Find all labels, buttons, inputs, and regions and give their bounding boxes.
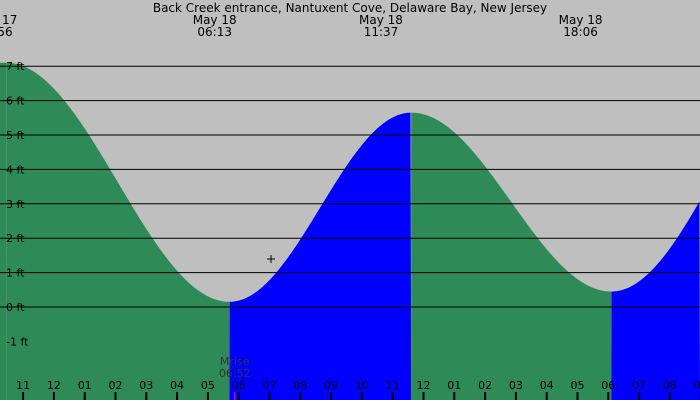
x-tick-label: 11 xyxy=(16,379,30,392)
x-tick-label: 10 xyxy=(355,379,369,392)
x-tick-label: 12 xyxy=(417,379,431,392)
moonrise-title: Mrise xyxy=(220,355,250,368)
y-tick-label: 0 ft xyxy=(6,301,25,314)
x-tick-label: 04 xyxy=(170,379,184,392)
ebb-tide-area xyxy=(0,62,7,400)
y-tick-label: 7 ft xyxy=(6,60,25,73)
y-tick-label: 2 ft xyxy=(6,232,25,245)
x-tick-label: 04 xyxy=(540,379,554,392)
header-date-label: May 18 xyxy=(359,13,403,27)
ebb-tide-area xyxy=(6,62,230,400)
y-axis-labels: 7 ft 6 ft 5 ft 4 ft 3 ft 2 ft 1 ft 0 ft -1 ft xyxy=(6,60,29,348)
y-tick-label: -1 ft xyxy=(6,335,29,348)
ebb-tide-area xyxy=(411,112,612,400)
x-tick-label: 01 xyxy=(78,379,92,392)
x-tick-label: 05 xyxy=(571,379,585,392)
x-tick-label: 07 xyxy=(632,379,646,392)
x-tick-label: 05 xyxy=(201,379,215,392)
header-time-label: 06:13 xyxy=(197,25,232,39)
y-tick-label: 1 ft xyxy=(6,267,25,280)
x-tick-label: 02 xyxy=(478,379,492,392)
header-time-label: 18:06 xyxy=(563,25,598,39)
x-tick-label: 01 xyxy=(447,379,461,392)
x-tick-label: 03 xyxy=(509,379,523,392)
y-tick-label: 6 ft xyxy=(6,95,25,108)
y-tick-label: 5 ft xyxy=(6,129,25,142)
header-date-label: May 18 xyxy=(559,13,603,27)
y-tick-label: 4 ft xyxy=(6,163,25,176)
flood-tide-area xyxy=(611,201,700,400)
chart-title: Back Creek entrance, Nantuxent Cove, Del… xyxy=(153,1,547,15)
header-time-label: 23:56 xyxy=(0,25,13,39)
x-axis-ticks: 11 12 01 02 03 04 05 06 07 08 09 10 11 12 01 02 03 04 05 06… xyxy=(16,379,700,400)
x-tick-label: 02 xyxy=(109,379,123,392)
tide-area-group xyxy=(0,62,700,400)
header-time-label: 11:37 xyxy=(364,25,399,39)
x-tick-label: 08 xyxy=(663,379,677,392)
x-tick-label: 08 xyxy=(293,379,307,392)
x-tick-label: 06 xyxy=(232,379,246,392)
x-tick-label: 09 xyxy=(324,379,338,392)
flood-tide-area xyxy=(229,112,412,400)
x-tick-label: 06 xyxy=(601,379,615,392)
x-tick-label: 11 xyxy=(386,379,400,392)
header-date-label: May 17 xyxy=(0,13,17,27)
x-tick-label: 07 xyxy=(263,379,277,392)
moonrise-time: 06:52 xyxy=(219,367,251,380)
x-tick-label: 03 xyxy=(139,379,153,392)
y-tick-label: 3 ft xyxy=(6,198,25,211)
gridline-group xyxy=(0,65,700,308)
x-tick-label: 12 xyxy=(47,379,61,392)
header-date-label: May 18 xyxy=(193,13,237,27)
x-tick-label: 09 xyxy=(694,379,700,392)
